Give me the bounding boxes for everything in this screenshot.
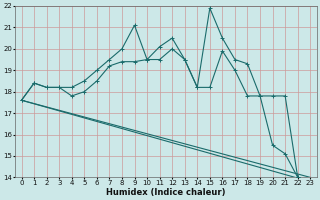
X-axis label: Humidex (Indice chaleur): Humidex (Indice chaleur) [106,188,226,197]
